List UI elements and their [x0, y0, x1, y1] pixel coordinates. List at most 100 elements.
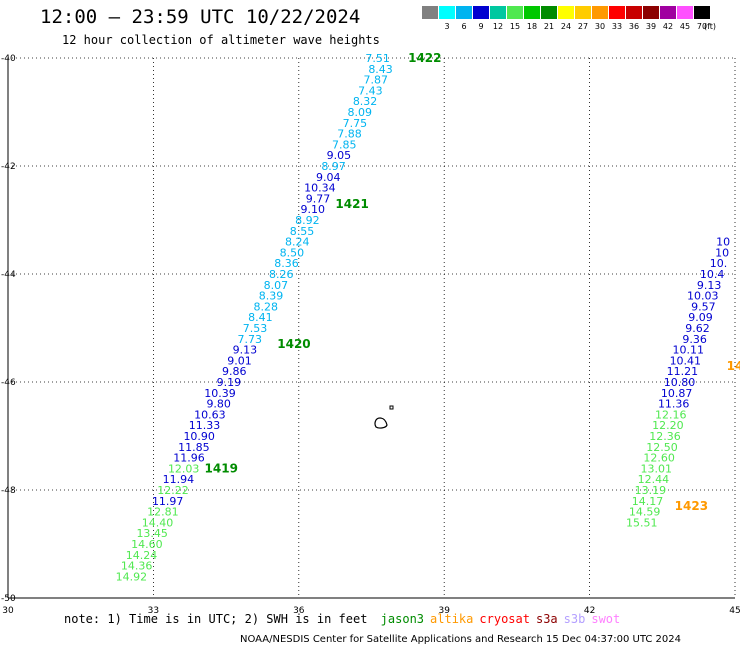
- satellite-legend: jason3 altika cryosat s3a s3b swot: [381, 612, 627, 626]
- wave-height-label: 9.36: [682, 333, 707, 346]
- wave-height-label: 7.87: [363, 74, 388, 87]
- wave-height-label: 9.05: [327, 149, 352, 162]
- color-scale-swatch: [643, 6, 659, 19]
- wave-height-label: 8.26: [269, 268, 294, 281]
- y-tick-label: -42: [1, 162, 16, 172]
- color-scale-label: 21: [543, 22, 555, 31]
- wave-height-label: 11.96: [173, 452, 205, 465]
- color-scale-label: 39: [645, 22, 657, 31]
- wave-height-label: 9.80: [206, 398, 231, 411]
- wave-height-label: 9.86: [222, 365, 247, 378]
- color-scale-label: 45: [679, 22, 691, 31]
- wave-height-label: 7.88: [337, 128, 362, 141]
- wave-height-label: 12.36: [649, 430, 681, 443]
- wave-height-label: 12.60: [643, 452, 675, 465]
- color-scale-swatch: [660, 6, 676, 19]
- wave-height-label: 11.97: [152, 495, 184, 508]
- color-scale-label: 70: [696, 22, 708, 31]
- wave-height-label: 8.92: [295, 214, 320, 227]
- wave-height-label: 14.40: [142, 516, 174, 529]
- wave-height-label: 12.20: [652, 419, 684, 432]
- satellite-legend-entry: jason3: [380, 612, 425, 626]
- color-scale-label: 9: [478, 22, 484, 31]
- color-scale-swatch: [456, 6, 472, 19]
- wave-height-label: 12.16: [655, 408, 687, 421]
- wave-height-label: 8.36: [274, 257, 299, 270]
- satellite-legend-entry: s3b: [563, 612, 586, 626]
- wave-height-label: 8.97: [321, 160, 346, 173]
- wave-height-label: 14.36: [121, 560, 153, 573]
- wave-height-label: 14.60: [131, 538, 163, 551]
- wave-height-label: 8.50: [280, 246, 305, 259]
- satellite-legend-entry: altika: [430, 612, 474, 626]
- wave-height-label: 10.80: [664, 376, 696, 389]
- wave-height-label: 12.44: [638, 473, 670, 486]
- wave-height-label: 10.39: [204, 387, 236, 400]
- wave-height-label: 10: [715, 246, 729, 259]
- color-scale-swatch: [677, 6, 693, 19]
- wave-height-label: 9.57: [691, 300, 716, 313]
- wave-height-labels: 7.518.437.877.438.328.097.757.887.859.05…: [116, 52, 731, 583]
- chart-title: 12:00 – 23:59 UTC 10/22/2024: [40, 6, 361, 28]
- color-scale-swatch: [609, 6, 625, 19]
- x-tick-label: 30: [2, 606, 14, 616]
- wave-height-label: 13.01: [640, 462, 672, 475]
- satellite-legend-entry: swot: [591, 612, 621, 626]
- wave-height-label: 8.07: [264, 279, 289, 292]
- wave-height-label: 7.51: [365, 52, 390, 65]
- color-scale-label: 6: [461, 22, 467, 31]
- island-outlines: [374, 405, 394, 429]
- footer-credit: NOAA/NESDIS Center for Satellite Applica…: [240, 634, 682, 645]
- color-scale-swatch: [592, 6, 608, 19]
- color-scale-label: 15: [509, 22, 521, 31]
- wave-height-label: 12.50: [646, 441, 678, 454]
- wave-height-label: 10.63: [194, 408, 226, 421]
- islet-outline: [389, 405, 394, 410]
- legend-row: note: 1) Time is in UTC; 2) SWH is in fe…: [64, 612, 632, 626]
- wave-height-label: 9.77: [306, 192, 331, 205]
- color-scale-swatch: [626, 6, 642, 19]
- color-scale-swatch: [507, 6, 523, 19]
- wave-height-label: 8.09: [347, 106, 372, 119]
- wave-height-label: 13.19: [635, 484, 667, 497]
- chart-subtitle: 12 hour collection of altimeter wave hei…: [62, 33, 380, 47]
- legend-note: note: 1) Time is in UTC; 2) SWH is in fe…: [64, 612, 368, 626]
- color-scale-swatch: [575, 6, 591, 19]
- wave-height-label: 11.21: [667, 365, 699, 378]
- pass-number-label: 14: [727, 359, 740, 373]
- pass-labels: 1422 1421 1420 1419 1423 14: [205, 51, 740, 513]
- wave-height-label: 9.13: [233, 344, 258, 357]
- pass-number-label: 1421: [335, 197, 368, 211]
- wave-height-label: 12.03: [168, 462, 200, 475]
- wave-height-label: 12.22: [157, 484, 189, 497]
- color-scale-swatch: [439, 6, 455, 19]
- wave-height-label: 10.41: [670, 354, 702, 367]
- color-scale-swatch: [524, 6, 540, 19]
- wave-height-label: 9.19: [217, 376, 242, 389]
- wave-height-label: 8.41: [248, 311, 273, 324]
- wave-height-label: 8.43: [368, 63, 393, 76]
- x-tick-label: 33: [148, 606, 159, 616]
- y-tick-label: -50: [1, 594, 16, 604]
- wave-height-label: 14.17: [632, 495, 664, 508]
- wave-height-label: 8.28: [253, 300, 278, 313]
- pass-number-label: 1423: [675, 499, 708, 513]
- wave-height-label: 9.04: [316, 171, 341, 184]
- y-tick-label: -46: [1, 378, 16, 388]
- x-tick-label: 39: [438, 606, 450, 616]
- axes: 30 33 36 39 42 45 -40 -42 -44 -46 -48 -50: [1, 54, 740, 616]
- satellite-legend-entry: cryosat: [479, 612, 530, 626]
- color-scale-swatch: [558, 6, 574, 19]
- wave-height-label: 9.01: [227, 354, 252, 367]
- color-scale-label: 33: [611, 22, 623, 31]
- color-scale-swatch: [490, 6, 506, 19]
- wave-height-label: 15.51: [626, 516, 658, 529]
- wave-height-label: 14.59: [629, 506, 661, 519]
- x-tick-label: 36: [293, 606, 305, 616]
- wave-height-label: 10: [716, 236, 730, 249]
- wave-height-label: 7.75: [343, 117, 368, 130]
- wave-height-label: 7.85: [332, 138, 357, 151]
- wave-height-label: 14.92: [116, 570, 148, 583]
- wave-height-label: 7.53: [243, 322, 268, 335]
